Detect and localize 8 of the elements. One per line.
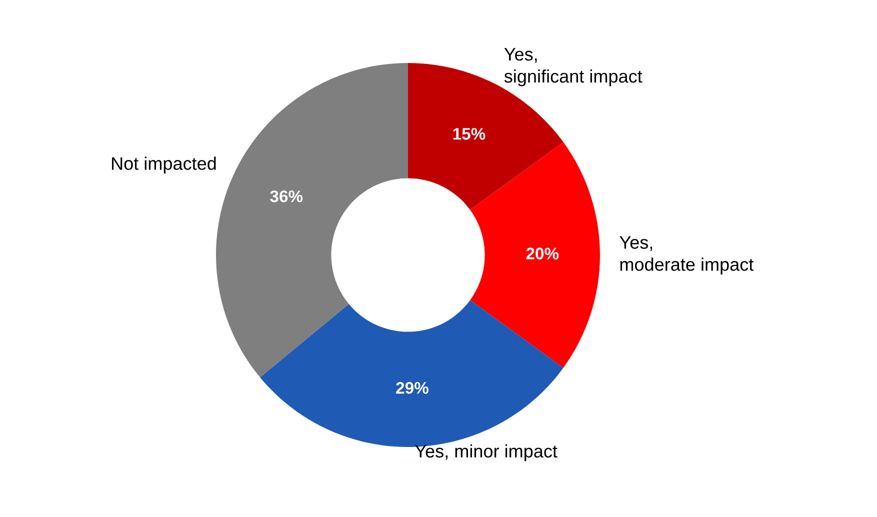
slice-label: Yes, significant impact [504,48,642,86]
data-label: 20% [526,248,559,260]
data-label: 29% [396,382,428,394]
data-label: 15% [453,128,486,140]
slice-label: Yes, moderate impact [620,236,754,274]
slice-label: Not impacted [112,156,216,174]
data-label: 36% [270,190,303,202]
slice-label: Yes, minor impact [415,444,558,462]
